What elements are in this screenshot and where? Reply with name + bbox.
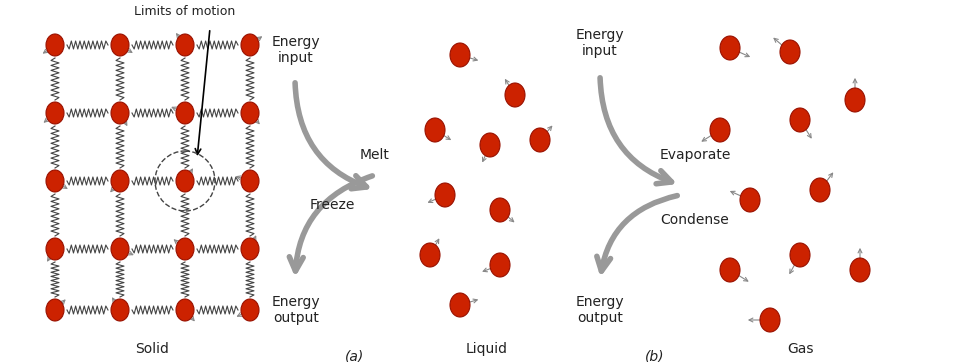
Text: (a): (a) bbox=[345, 350, 364, 362]
Ellipse shape bbox=[111, 238, 129, 260]
Ellipse shape bbox=[241, 238, 259, 260]
Ellipse shape bbox=[176, 102, 194, 124]
Ellipse shape bbox=[850, 258, 870, 282]
Text: Limits of motion: Limits of motion bbox=[134, 5, 235, 18]
Ellipse shape bbox=[790, 243, 810, 267]
Ellipse shape bbox=[111, 34, 129, 56]
Ellipse shape bbox=[111, 102, 129, 124]
Ellipse shape bbox=[450, 43, 470, 67]
Text: Freeze: Freeze bbox=[310, 198, 356, 212]
Ellipse shape bbox=[780, 40, 800, 64]
Ellipse shape bbox=[845, 88, 865, 112]
Text: (b): (b) bbox=[645, 350, 665, 362]
Text: Melt: Melt bbox=[360, 148, 390, 162]
Ellipse shape bbox=[46, 299, 64, 321]
Ellipse shape bbox=[490, 198, 510, 222]
Text: Gas: Gas bbox=[786, 342, 814, 356]
Ellipse shape bbox=[425, 118, 445, 142]
Ellipse shape bbox=[505, 83, 525, 107]
Ellipse shape bbox=[241, 102, 259, 124]
Ellipse shape bbox=[530, 128, 550, 152]
Text: Solid: Solid bbox=[135, 342, 169, 356]
Ellipse shape bbox=[435, 183, 455, 207]
Ellipse shape bbox=[176, 299, 194, 321]
Ellipse shape bbox=[46, 34, 64, 56]
Ellipse shape bbox=[760, 308, 780, 332]
Ellipse shape bbox=[420, 243, 440, 267]
Ellipse shape bbox=[46, 238, 64, 260]
Ellipse shape bbox=[710, 118, 730, 142]
Text: Energy
output: Energy output bbox=[575, 295, 624, 325]
Ellipse shape bbox=[490, 253, 510, 277]
Ellipse shape bbox=[111, 299, 129, 321]
Text: Energy
output: Energy output bbox=[272, 295, 321, 325]
Ellipse shape bbox=[790, 108, 810, 132]
Ellipse shape bbox=[720, 258, 740, 282]
Ellipse shape bbox=[46, 102, 64, 124]
Ellipse shape bbox=[176, 34, 194, 56]
Text: Energy
input: Energy input bbox=[575, 28, 624, 58]
Text: Energy
input: Energy input bbox=[272, 35, 321, 65]
Text: Evaporate: Evaporate bbox=[660, 148, 731, 162]
Ellipse shape bbox=[241, 299, 259, 321]
Ellipse shape bbox=[46, 170, 64, 192]
Ellipse shape bbox=[176, 238, 194, 260]
Ellipse shape bbox=[480, 133, 500, 157]
Ellipse shape bbox=[740, 188, 760, 212]
Ellipse shape bbox=[720, 36, 740, 60]
Text: Condense: Condense bbox=[660, 213, 729, 227]
Ellipse shape bbox=[241, 34, 259, 56]
Ellipse shape bbox=[111, 170, 129, 192]
Text: Liquid: Liquid bbox=[466, 342, 508, 356]
Ellipse shape bbox=[450, 293, 470, 317]
Ellipse shape bbox=[176, 170, 194, 192]
Ellipse shape bbox=[241, 170, 259, 192]
Ellipse shape bbox=[810, 178, 830, 202]
